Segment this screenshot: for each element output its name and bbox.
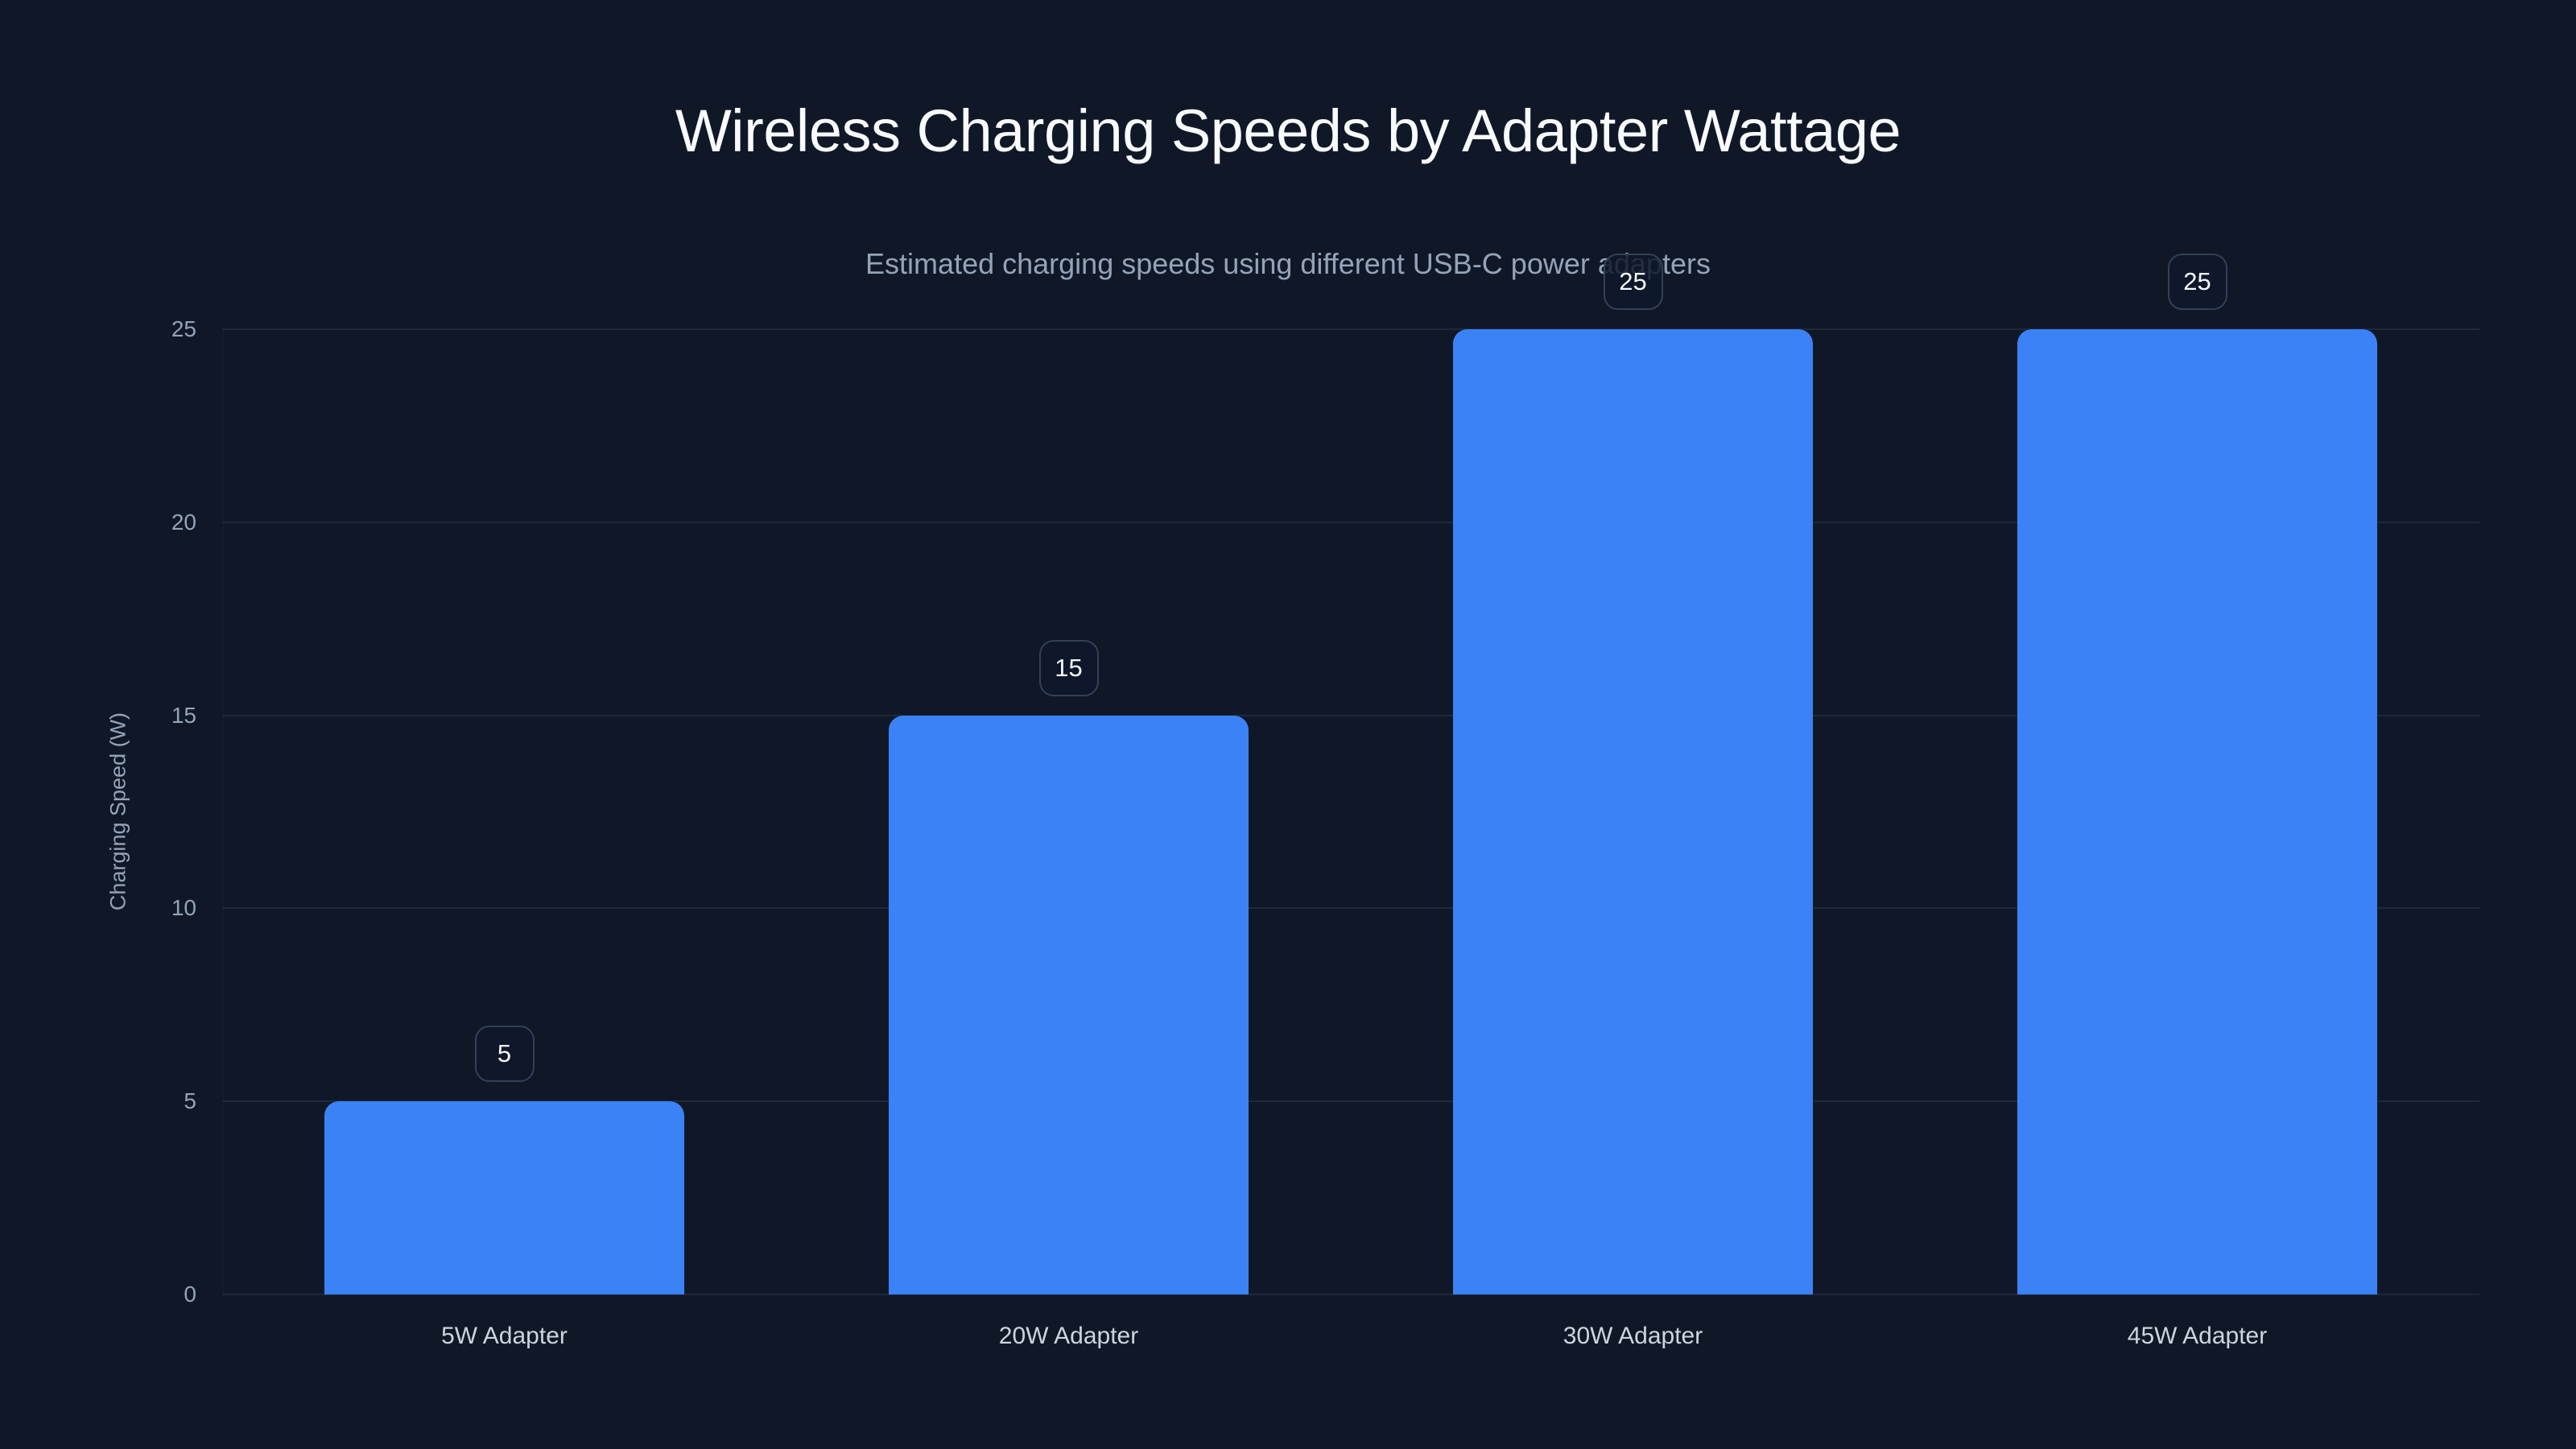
- y-tick-label: 5: [184, 1088, 196, 1114]
- gridline: [222, 1294, 2479, 1295]
- bar-value-label: 15: [1038, 639, 1099, 696]
- y-tick-label: 15: [171, 702, 196, 728]
- y-tick-label: 25: [171, 316, 196, 341]
- x-tick-label: 5W Adapter: [441, 1323, 568, 1349]
- y-axis-title: Charging Speed (W): [105, 712, 130, 911]
- bar[interactable]: [1453, 329, 1813, 1294]
- y-tick-label: 10: [171, 895, 196, 921]
- gridline: [222, 521, 2479, 523]
- gridline: [222, 714, 2479, 716]
- x-tick-label: 20W Adapter: [998, 1323, 1139, 1349]
- y-axis-line: [222, 329, 224, 1294]
- chart-title: Wireless Charging Speeds by Adapter Watt…: [675, 97, 1901, 164]
- gridline: [222, 907, 2479, 910]
- chart-subtitle: Estimated charging speeds using differen…: [865, 247, 1711, 280]
- y-tick-label: 0: [184, 1282, 196, 1307]
- bar[interactable]: [889, 715, 1249, 1294]
- bar-value-label: 25: [1603, 254, 1663, 310]
- y-tick-label: 20: [171, 509, 196, 535]
- x-tick-label: 30W Adapter: [1563, 1323, 1703, 1349]
- bar-value-label: 5: [474, 1026, 535, 1083]
- bar-value-label: 25: [2167, 254, 2227, 310]
- gridline: [222, 1100, 2479, 1103]
- x-tick-label: 45W Adapter: [2127, 1323, 2268, 1349]
- bar[interactable]: [2017, 329, 2377, 1294]
- gridline: [222, 328, 2479, 330]
- bar[interactable]: [324, 1101, 684, 1294]
- plot-area: 5 15 25 25: [222, 254, 2479, 1295]
